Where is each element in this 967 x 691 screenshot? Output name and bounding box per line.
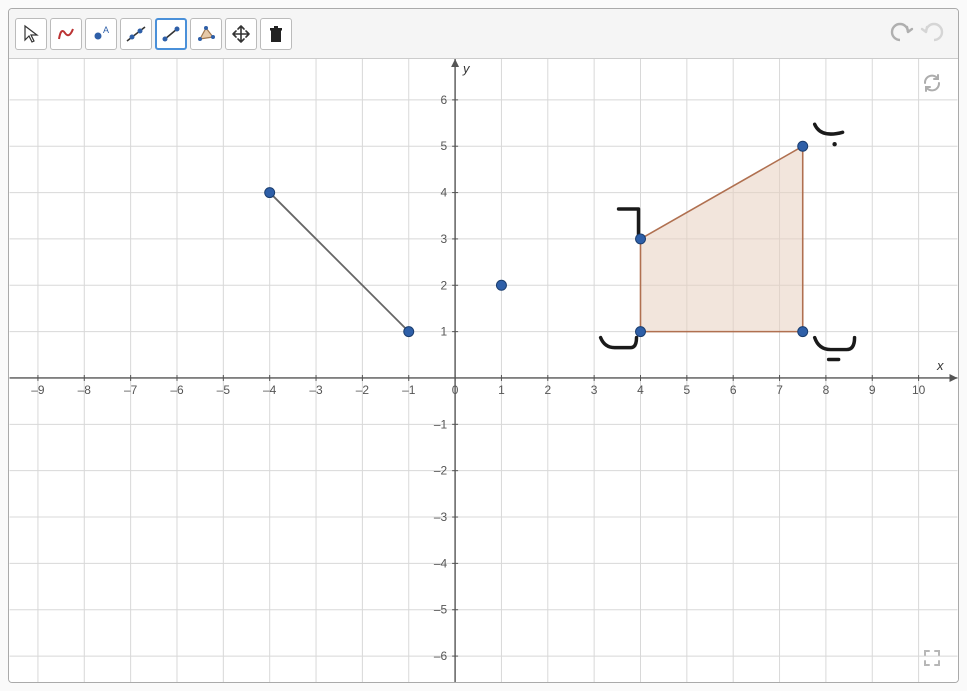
x-tick-label: 1 [498,383,505,397]
x-tick-label: –6 [170,383,184,397]
x-tick-label: 5 [684,383,691,397]
x-tick-label: 10 [912,383,926,397]
x-tick-label: –4 [263,383,277,397]
point-a-icon: A [90,23,112,45]
trash-icon [265,23,287,45]
y-tick-label: –3 [434,510,448,524]
y-tick-label: –6 [434,649,448,663]
x-tick-label: 0 [452,383,459,397]
polygon-icon [195,23,217,45]
x-tick-label: –2 [356,383,370,397]
segment-tool[interactable] [155,18,187,50]
segment-icon [160,23,182,45]
y-tick-label: 1 [440,325,447,339]
plot-point[interactable] [636,327,646,337]
refresh-icon [921,72,943,94]
segment[interactable] [270,193,409,332]
coordinate-plane: –9 –8 –7 –6 –5 –4 –3 –2 –1 0 1 2 3 4 5 6 7 8 9 10 –6 –5 –4 –3 –2… [9,59,958,682]
polygon-tool[interactable] [190,18,222,50]
svg-text:A: A [103,25,109,35]
delete-tool[interactable] [260,18,292,50]
y-tick-label: –1 [434,417,448,431]
line-icon [125,23,147,45]
x-tick-label: 7 [776,383,783,397]
freehand-label [619,209,639,235]
y-tick-label: 6 [440,93,447,107]
x-tick-label: 8 [823,383,830,397]
freehand-label [815,338,855,350]
x-tick-label: 2 [544,383,551,397]
y-tick-label: 2 [440,278,447,292]
plot-point[interactable] [798,141,808,151]
x-tick-label: –5 [217,383,231,397]
x-tick-label: –8 [78,383,92,397]
y-axis-name: y [462,61,471,76]
undo-redo-group [888,18,952,49]
redo-button[interactable] [920,18,946,49]
toolbar: A [9,9,958,59]
y-tick-label: 4 [440,186,447,200]
x-tick-label: 4 [637,383,644,397]
app-frame: A –9 –8 –7 –6 –5 –4 –3 –2 –1 0 1 2 3 4 5 6 7 8 9 10 –6 –5 –4 –3… [8,8,959,683]
x-tick-label: –7 [124,383,138,397]
move-tool[interactable] [15,18,47,50]
freehand-label [815,124,843,134]
y-tick-label: –4 [434,556,448,570]
plot-point[interactable] [798,327,808,337]
undo-icon [888,18,914,44]
y-tick-label: –5 [434,603,448,617]
cursor-icon [20,23,42,45]
redo-icon [920,18,946,44]
fullscreen-icon [922,648,942,668]
x-tick-label: 9 [869,383,876,397]
graphing-canvas[interactable]: –9 –8 –7 –6 –5 –4 –3 –2 –1 0 1 2 3 4 5 6 7 8 9 10 –6 –5 –4 –3 –2… [9,59,958,682]
y-tick-label: 5 [440,139,447,153]
x-axis-name: x [936,358,944,373]
point-tool[interactable]: A [85,18,117,50]
fullscreen-button[interactable] [918,644,946,672]
plot-point[interactable] [496,280,506,290]
undo-button[interactable] [888,18,914,49]
x-tick-label: –9 [31,383,45,397]
freehand-icon [55,23,77,45]
y-tick-label: 3 [440,232,447,246]
x-axis-arrow [950,374,958,382]
freehand-tool[interactable] [50,18,82,50]
x-tick-label: 6 [730,383,737,397]
x-tick-label: –3 [309,383,323,397]
freehand-label [601,338,637,348]
move-view-tool[interactable] [225,18,257,50]
y-axis-arrow [451,59,459,67]
plot-point[interactable] [404,327,414,337]
y-tick-label: –2 [434,464,448,478]
x-tick-label: –1 [402,383,416,397]
reset-view-button[interactable] [918,69,946,97]
line-tool[interactable] [120,18,152,50]
move-arrows-icon [230,23,252,45]
plot-point[interactable] [265,188,275,198]
plot-point[interactable] [636,234,646,244]
polygon-shape[interactable] [640,146,802,331]
x-tick-label: 3 [591,383,598,397]
